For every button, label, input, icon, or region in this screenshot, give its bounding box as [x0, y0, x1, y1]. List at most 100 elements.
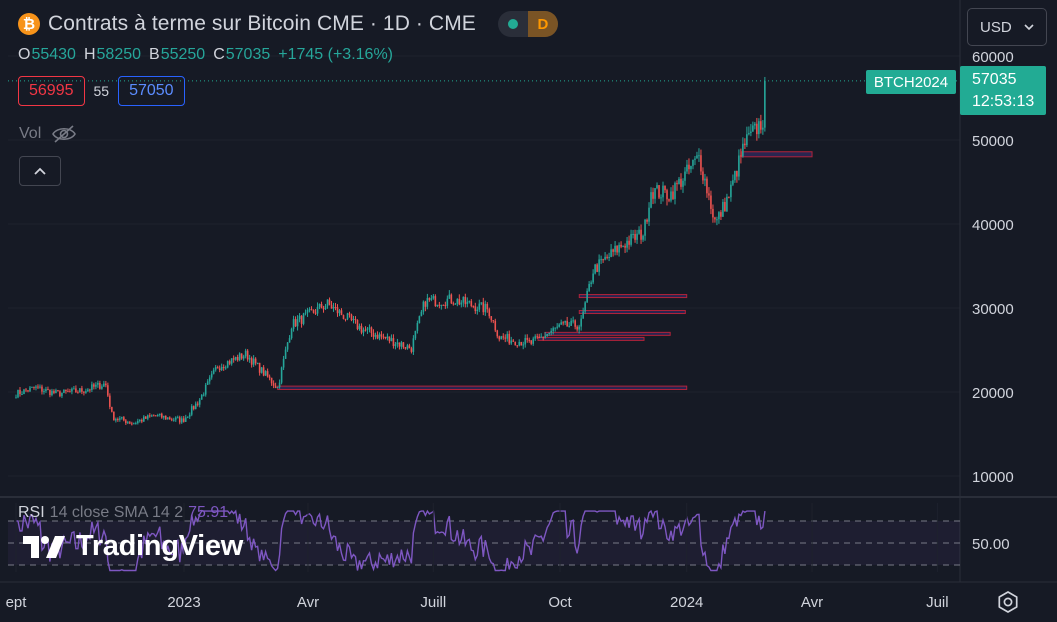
candle-body: [396, 342, 399, 345]
candle-body: [67, 391, 69, 393]
candle-body: [426, 298, 429, 307]
candle-body: [268, 376, 271, 378]
candle-body: [71, 388, 73, 392]
candle-body: [630, 234, 632, 245]
bar-countdown: 12:53:13: [972, 93, 1035, 110]
candle-body: [290, 328, 293, 339]
market-open-dot-icon: [498, 11, 528, 37]
supply-zone: [578, 310, 686, 315]
candle-body: [340, 310, 343, 316]
candle-body: [190, 406, 193, 415]
candle-body: [726, 196, 728, 212]
rsi-name[interactable]: RSI: [18, 504, 45, 521]
candle-body: [616, 245, 618, 253]
candle-body: [732, 180, 734, 185]
currency-select[interactable]: USD: [967, 8, 1047, 46]
candle-body: [532, 338, 535, 344]
market-status[interactable]: D: [497, 11, 558, 37]
candle-body: [248, 358, 251, 360]
candle-body: [642, 235, 644, 240]
candle-body: [196, 403, 199, 405]
candle-body: [15, 397, 17, 399]
candle-body: [580, 318, 582, 327]
candle-body: [752, 125, 754, 132]
candle-body: [530, 340, 533, 344]
candle-body: [678, 178, 680, 185]
candle-body: [380, 334, 383, 337]
candle-body: [296, 319, 299, 327]
symbol-title[interactable]: Contrats à terme sur Bitcoin CME · 1D · …: [48, 12, 476, 35]
candle-body: [484, 303, 487, 313]
candle-body: [452, 303, 455, 305]
ohlc-change: +1745 (+3.16%): [278, 46, 393, 63]
candle-body: [123, 417, 125, 421]
candle-body: [101, 386, 103, 389]
candle-body: [398, 342, 401, 347]
candle-body: [23, 389, 25, 395]
candle-body: [592, 273, 594, 283]
candle-body: [460, 302, 463, 305]
candle-body: [278, 382, 281, 388]
time-tick-label: Juill: [420, 594, 446, 611]
candle-body: [550, 330, 552, 333]
candle-body: [284, 349, 287, 359]
candle-body: [490, 316, 493, 321]
candle-body: [528, 339, 531, 341]
candle-body: [37, 386, 39, 388]
candle-body: [432, 296, 435, 299]
candle-body: [332, 307, 335, 309]
candle-body: [634, 234, 636, 240]
candle-body: [598, 259, 600, 272]
candle-body: [376, 334, 379, 339]
candle-body: [522, 344, 525, 346]
candle-body: [145, 416, 147, 419]
candle-body: [512, 340, 515, 342]
candle-body: [418, 316, 421, 324]
candle-body: [244, 350, 247, 357]
candle-body: [200, 394, 203, 400]
collapse-legend-button[interactable]: [19, 156, 61, 186]
candle-body: [328, 299, 331, 305]
sell-button[interactable]: 56995: [18, 76, 85, 106]
candle-body: [674, 183, 676, 199]
candle-body: [480, 302, 483, 304]
candle-body: [206, 381, 209, 385]
candle-body: [81, 388, 83, 392]
candle-body: [538, 336, 541, 338]
candle-body: [69, 391, 71, 393]
candle-body: [704, 178, 706, 181]
candle-body: [740, 155, 742, 157]
candle-body: [502, 336, 505, 338]
candle-body: [558, 324, 560, 327]
candle-body: [204, 384, 207, 395]
eye-off-icon[interactable]: [51, 124, 77, 144]
candle-body: [270, 377, 273, 384]
candle-body: [154, 415, 157, 417]
candle-body: [59, 391, 61, 397]
gear-icon[interactable]: [995, 589, 1021, 615]
candle-body: [446, 298, 449, 306]
candle-body: [416, 323, 419, 331]
candle-body: [330, 304, 333, 309]
candle-body: [31, 386, 33, 388]
candle-body: [628, 240, 630, 245]
candle-body: [180, 418, 183, 423]
time-tick-label: 2024: [670, 594, 703, 611]
candle-body: [97, 382, 99, 385]
candle-body: [47, 389, 49, 391]
rsi-pane: 50.00: [8, 509, 1010, 572]
candle-body: [518, 341, 521, 346]
candle-body: [158, 413, 161, 416]
candle-body: [125, 420, 127, 424]
candle-body: [650, 192, 652, 208]
candle-body: [374, 334, 377, 337]
tradingview-watermark[interactable]: TradingView: [22, 530, 243, 563]
candle-body: [254, 358, 257, 364]
candle-body: [63, 389, 65, 393]
candle-body: [658, 185, 660, 198]
buy-button[interactable]: 57050: [118, 76, 185, 106]
candle-body: [582, 311, 584, 319]
candle-body: [338, 310, 341, 314]
candle-body: [19, 389, 21, 395]
